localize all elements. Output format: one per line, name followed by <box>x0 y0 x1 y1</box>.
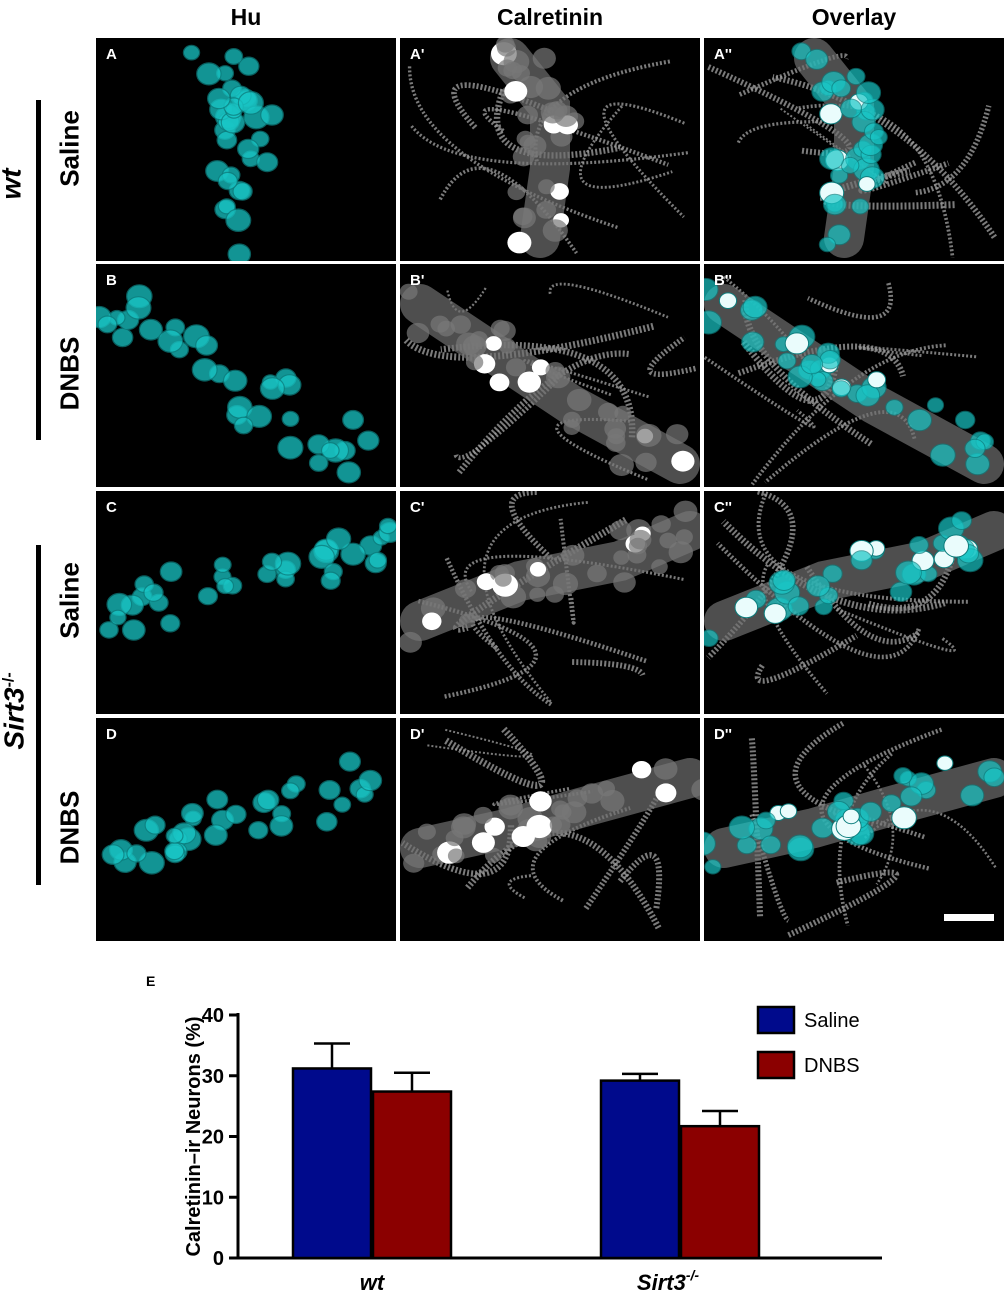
micrograph-panel: B'' <box>704 264 1004 487</box>
panel-label: D <box>106 726 117 743</box>
panel-label: D' <box>410 726 425 743</box>
row-label-b: DNBS <box>54 336 85 411</box>
y-tick-label: 10 <box>202 1187 224 1209</box>
micrograph-panel: D <box>96 718 396 941</box>
bar <box>291 1067 373 1260</box>
micrograph-image <box>704 720 1004 938</box>
group-label-sirt3: Sirt3-/- <box>0 672 31 749</box>
sirt3-main-text: Sirt3 <box>0 687 30 750</box>
micrograph-panel: B' <box>400 264 700 487</box>
group-bar-sirt3 <box>36 545 41 885</box>
panel-label: A'' <box>714 46 732 63</box>
y-tick-label: 0 <box>213 1248 224 1270</box>
bar <box>599 1079 681 1260</box>
bar <box>371 1090 453 1260</box>
column-header-hu: Hu <box>230 4 262 30</box>
micrograph-panel: C <box>96 491 396 714</box>
row-label-c: Saline <box>54 562 85 639</box>
y-tick-label: 20 <box>202 1127 224 1149</box>
legend-label: DNBS <box>804 1055 860 1077</box>
micrograph-panel: C' <box>400 491 700 714</box>
micrograph-panel: A' <box>400 38 700 261</box>
panel-label: A <box>106 46 117 63</box>
micrograph-image <box>101 751 383 875</box>
micrograph-panel: A <box>96 38 396 261</box>
micrograph-panel: D' <box>400 718 700 941</box>
micrograph-image <box>400 282 700 484</box>
panel-label: C' <box>410 499 425 516</box>
row-label-a: Saline <box>54 110 85 187</box>
sirt3-superscript: -/- <box>0 672 18 688</box>
panel-label: B'' <box>714 272 732 289</box>
panel-label: B' <box>410 272 425 289</box>
panel-label: B <box>106 272 117 289</box>
legend-label: Saline <box>804 1010 860 1032</box>
micrograph-panel: B <box>96 264 396 487</box>
group-bar-wt <box>36 100 41 440</box>
micrograph-image <box>99 517 396 641</box>
panel-label-e: E <box>146 973 155 989</box>
micrograph-image <box>704 491 1004 695</box>
x-tick-label: Sirt3-/- <box>637 1267 699 1295</box>
micrograph-image <box>707 38 997 258</box>
legend-swatch <box>756 1050 796 1080</box>
micrograph-image <box>400 491 700 707</box>
panel-label: A' <box>410 46 425 63</box>
y-tick-label: 30 <box>202 1066 224 1088</box>
bar <box>679 1124 761 1260</box>
x-tick-label: wt <box>360 1270 386 1295</box>
panel-label: D'' <box>714 726 732 743</box>
row-label-d: DNBS <box>54 790 85 865</box>
micrograph-panel: D'' <box>704 718 1004 941</box>
y-axis-label: Calretinin–ir Neurons (%) <box>183 1016 205 1256</box>
micrograph-image <box>407 38 689 258</box>
column-header-calretinin: Calretinin <box>496 4 604 30</box>
column-header-overlay: Overlay <box>811 4 897 30</box>
bar-chart-e: E 0 10 20 30 40 Calretinin–ir Neurons (%) wt Sir… <box>140 960 1008 1300</box>
micrograph-image <box>96 284 380 484</box>
y-tick-label: 40 <box>202 1005 224 1027</box>
micrograph-panel: A'' <box>704 38 1004 261</box>
panel-label: C'' <box>714 499 732 516</box>
micrograph-image <box>182 44 284 261</box>
micrograph-panel: C'' <box>704 491 1004 714</box>
legend-swatch <box>756 1005 796 1035</box>
scale-bar <box>944 914 994 921</box>
micrograph-image <box>704 275 1004 486</box>
micrograph-image <box>400 726 700 930</box>
group-label-wt: wt <box>0 168 27 200</box>
panel-label: C <box>106 499 117 516</box>
